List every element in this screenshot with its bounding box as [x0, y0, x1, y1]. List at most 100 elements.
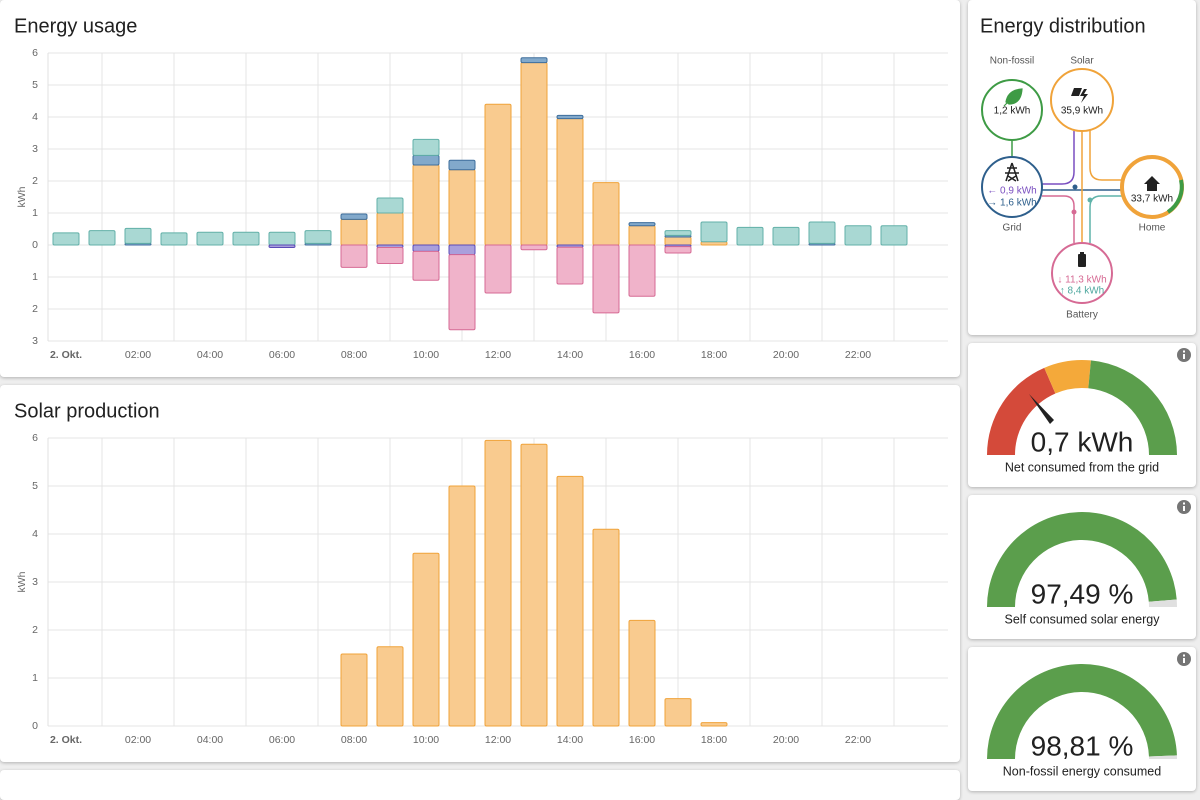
flow-line	[1042, 195, 1075, 243]
grid-icon	[1005, 162, 1019, 182]
bar	[484, 244, 512, 294]
gauge: 98,81 % Non-fossil energy consumed	[987, 652, 1191, 778]
energy-distribution-card: Energy distribution Non-fossil 1,2 kWh S…	[968, 0, 1196, 335]
x-tick-label: 12:00	[485, 734, 511, 746]
y-tick-label: 1	[32, 672, 38, 684]
bar	[664, 236, 692, 246]
bar	[808, 221, 836, 244]
bar	[376, 212, 404, 246]
chart-title: Solar production	[14, 400, 160, 422]
bar	[340, 653, 368, 727]
node-value: → 1,6 kWh	[987, 198, 1036, 209]
bar	[448, 254, 476, 331]
bar	[340, 218, 368, 246]
gauge-arc	[1044, 360, 1091, 394]
gauge-card: 98,81 % Non-fossil energy consumed	[968, 647, 1196, 791]
bar	[664, 230, 692, 236]
card-title: Energy distribution	[980, 15, 1146, 37]
bar	[448, 485, 476, 727]
bar	[556, 475, 584, 727]
info-icon	[1183, 506, 1185, 511]
y-tick-label: 5	[32, 480, 38, 492]
battery-icon	[1080, 252, 1084, 254]
y-axis-label: kWh	[16, 571, 28, 592]
bar	[484, 103, 512, 246]
gauge-value: 98,81 %	[1031, 730, 1134, 761]
bar	[340, 213, 368, 220]
flow-dot	[1071, 209, 1077, 215]
bar	[52, 232, 80, 246]
x-tick-label: 22:00	[845, 734, 871, 746]
x-tick-label: 14:00	[557, 734, 583, 746]
gauge-needle	[1029, 394, 1054, 424]
flow-dot	[1072, 184, 1078, 190]
x-tick-label: 20:00	[773, 349, 799, 361]
y-tick-label: 6	[32, 47, 38, 59]
bar	[232, 231, 260, 246]
x-tick-label: 04:00	[197, 349, 223, 361]
non-fossil-node	[981, 79, 1043, 141]
info-button[interactable]	[1177, 348, 1191, 362]
gauge-label: Non-fossil energy consumed	[1003, 764, 1161, 778]
flow-line	[1089, 195, 1122, 243]
y-tick-label: 3	[32, 335, 38, 347]
y-tick-label: 2	[32, 175, 38, 187]
x-tick-label: 22:00	[845, 349, 871, 361]
bar	[592, 244, 620, 314]
node-label: Non-fossil	[990, 56, 1034, 67]
y-tick-label: 5	[32, 79, 38, 91]
bar	[376, 247, 404, 265]
y-tick-label: 4	[32, 528, 38, 540]
info-icon	[1183, 502, 1185, 505]
bar	[412, 154, 440, 166]
gauge-value: 0,7 kWh	[1031, 426, 1134, 457]
bar	[268, 244, 296, 249]
bar	[160, 232, 188, 246]
x-tick-label: 06:00	[269, 734, 295, 746]
x-tick-label: 08:00	[341, 349, 367, 361]
bar	[592, 528, 620, 727]
solar-node	[1050, 68, 1114, 132]
y-tick-label: 2	[32, 303, 38, 315]
node-value: ↑ 8,4 kWh	[1060, 286, 1104, 297]
bar	[448, 244, 476, 256]
node-value: 1,2 kWh	[994, 106, 1031, 117]
bar	[664, 246, 692, 254]
energy-usage-card: Energy usage kWh 3 2 1 0 1 2 3 4 5 6 2. Okt. 02:00 04:…	[0, 0, 960, 377]
y-tick-label: 4	[32, 111, 38, 123]
gauge-card: 97,49 % Self consumed solar energy	[968, 495, 1196, 639]
solar-production-chart: Solar production kWh 0 1 2 3 4 5 6 2. Okt. 02:00 04…	[14, 400, 948, 746]
bar	[556, 118, 584, 246]
bar	[448, 169, 476, 246]
x-tick-label: 14:00	[557, 349, 583, 361]
y-tick-label: 3	[32, 576, 38, 588]
y-tick-label: 0	[32, 720, 38, 732]
home-ring	[1166, 179, 1184, 214]
info-icon	[1183, 654, 1185, 657]
bar	[412, 138, 440, 156]
bar	[88, 230, 116, 246]
info-icon	[1183, 354, 1185, 359]
info-button[interactable]	[1177, 652, 1191, 666]
bar	[520, 57, 548, 64]
solar-production-card: Solar production kWh 0 1 2 3 4 5 6 2. Okt. 02:00 04…	[0, 385, 960, 762]
gauge-value: 97,49 %	[1031, 578, 1134, 609]
node-label: Home	[1139, 223, 1166, 234]
info-button[interactable]	[1177, 500, 1191, 514]
bar	[520, 62, 548, 246]
bar	[196, 231, 224, 246]
flow-dot	[1087, 197, 1093, 203]
x-tick-label: 08:00	[341, 734, 367, 746]
gauge: 0,7 kWh Net consumed from the grid	[987, 348, 1191, 474]
y-tick-label: 1	[32, 271, 38, 283]
bar	[124, 227, 152, 244]
node-value: ↓ 11,3 kWh	[1057, 275, 1106, 286]
bar	[412, 164, 440, 246]
gauge: 97,49 % Self consumed solar energy	[987, 500, 1191, 626]
grid-node	[981, 156, 1043, 218]
bar	[628, 244, 656, 297]
y-tick-label: 0	[32, 239, 38, 251]
chart-title: Energy usage	[14, 15, 137, 37]
